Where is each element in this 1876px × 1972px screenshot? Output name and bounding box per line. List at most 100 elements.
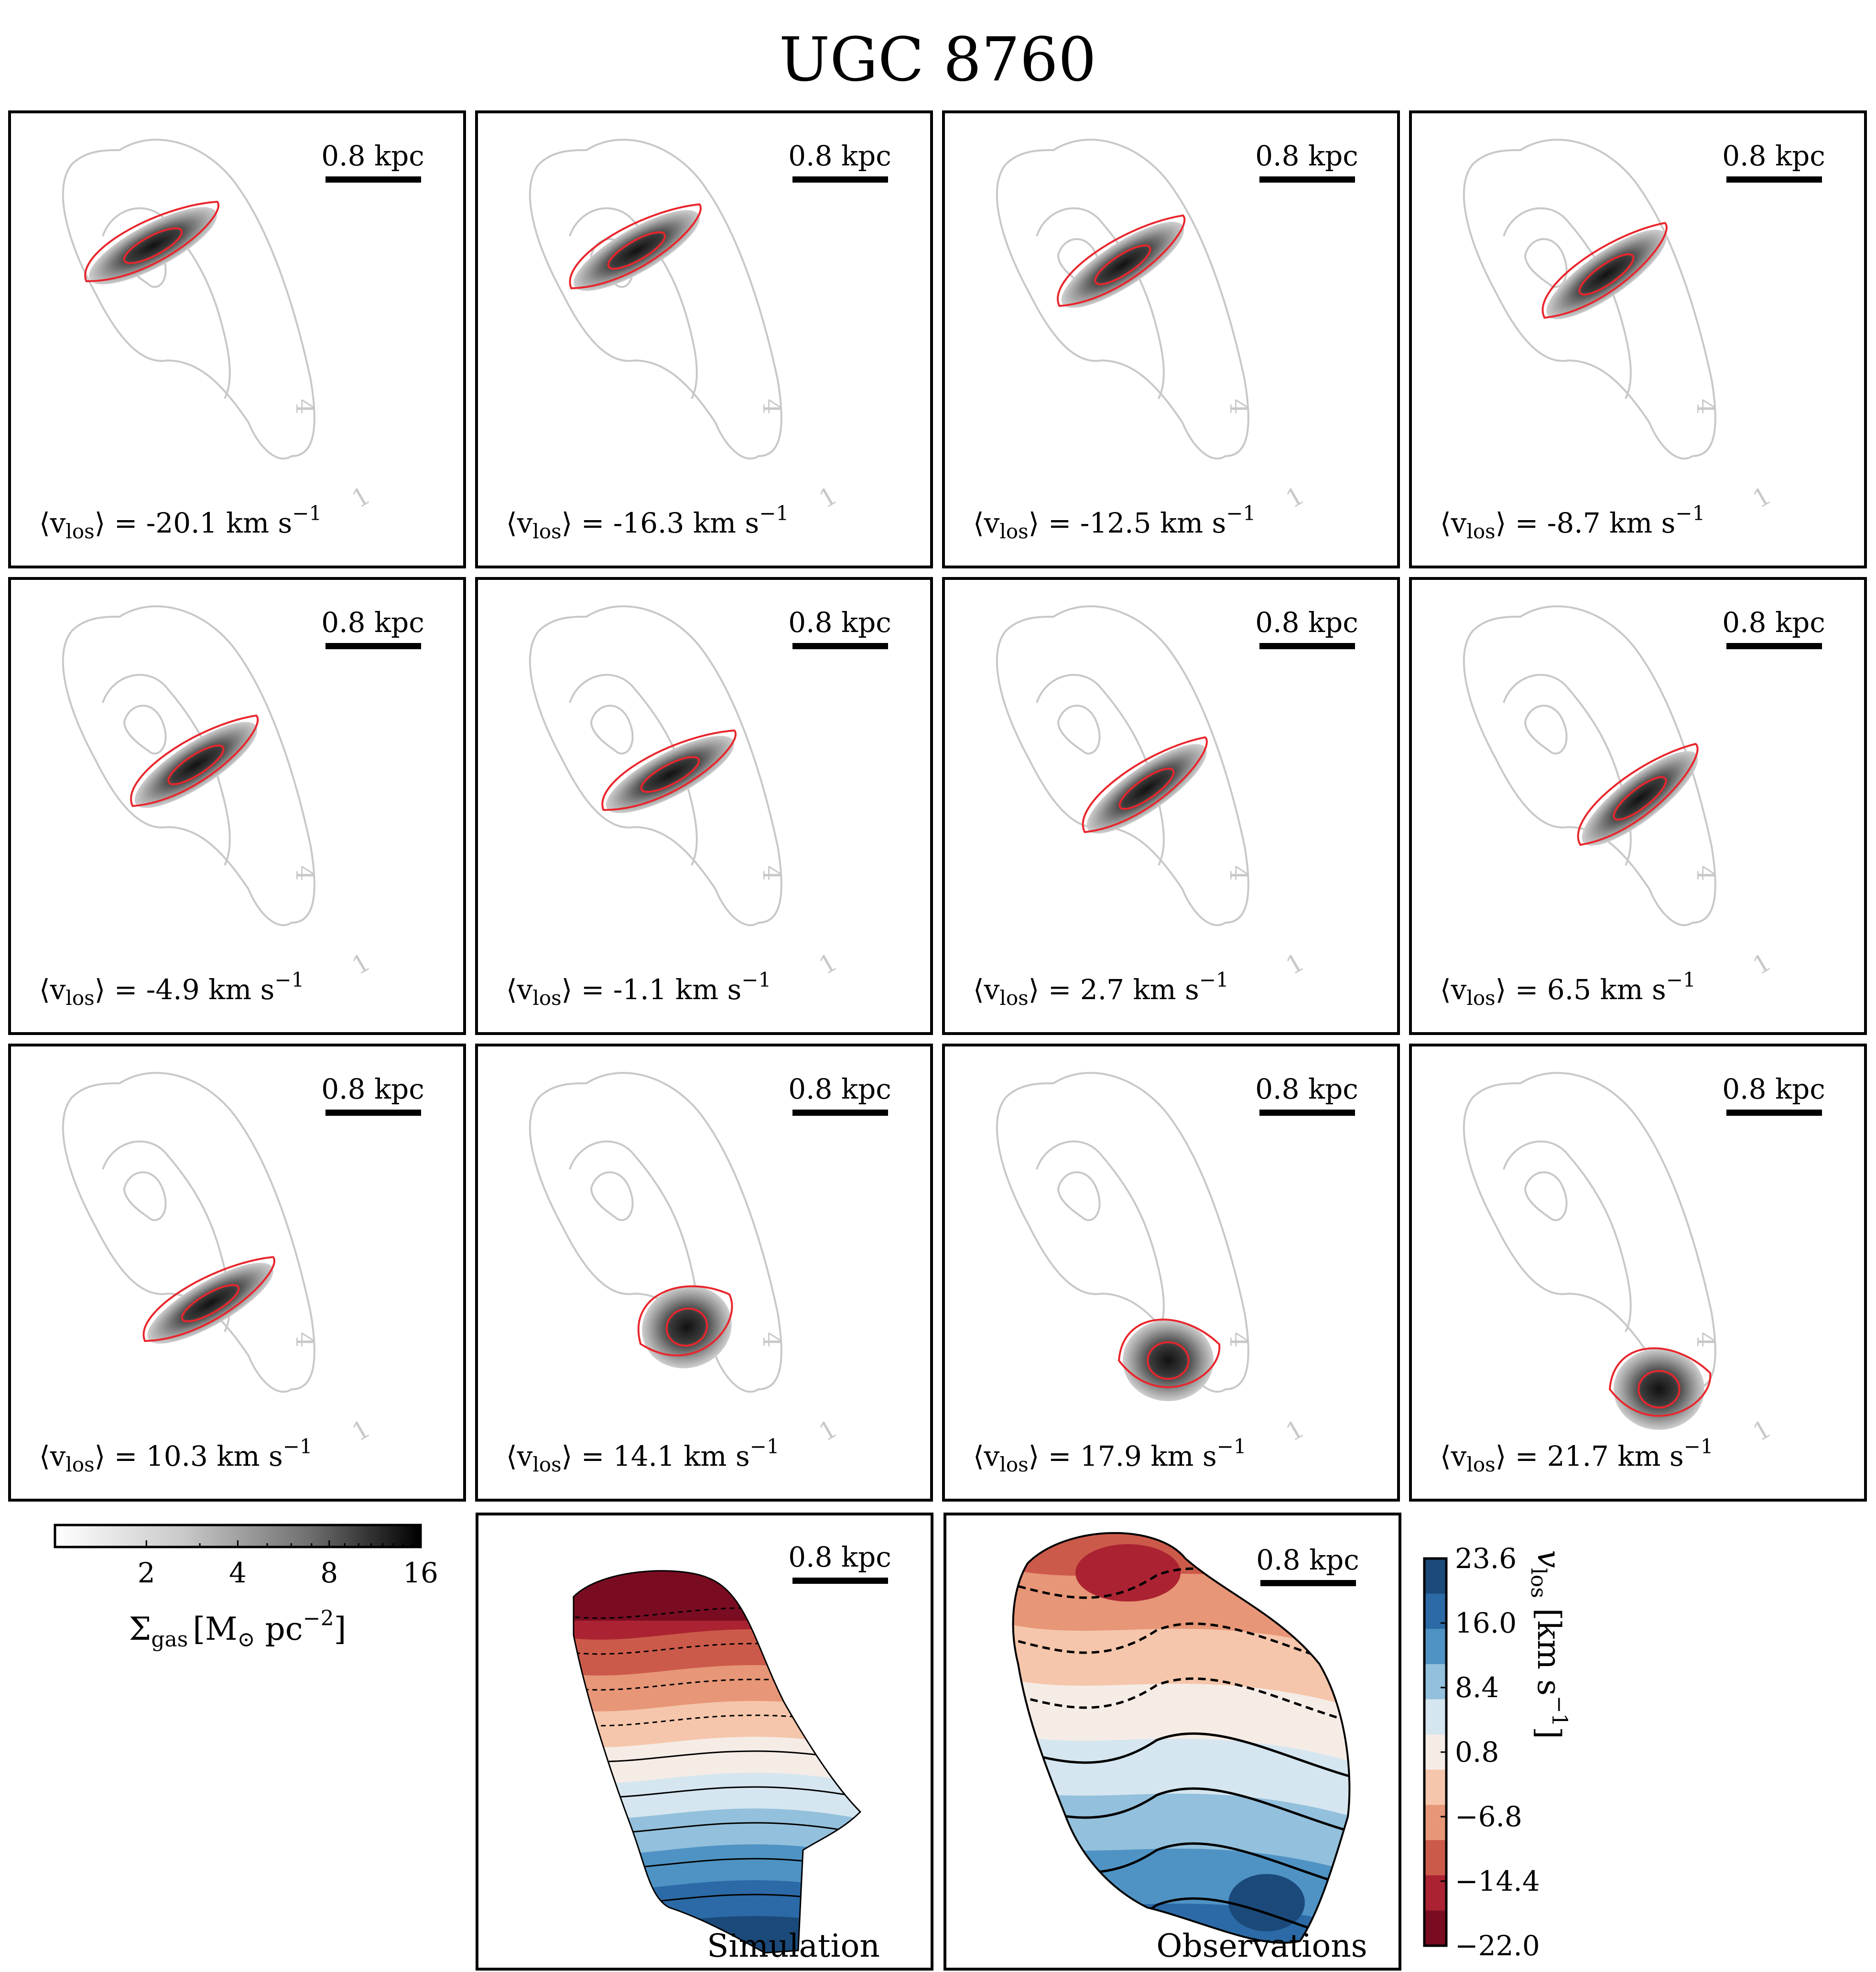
grey-contours: 41: [62, 605, 376, 981]
panel-frame: [8, 1044, 466, 1502]
scale-bar-line: [1259, 643, 1355, 649]
grey-contours: 41: [1463, 139, 1777, 514]
channel-panel: 410.8 kpc⟨vlos⟩ = -16.3 km s−1: [475, 110, 933, 568]
simulation-bands: [574, 1570, 860, 1953]
gas-colorbar: 2 4 8 16 Σgas [M⊙ pc−2]: [54, 1524, 438, 1652]
outer-contour: [529, 139, 782, 460]
velocity-colorbar-segment: [1424, 1840, 1446, 1876]
inner-contour: [590, 1171, 634, 1221]
scale-bar: 0.8 kpc: [321, 140, 424, 183]
scale-bar-label: 0.8 kpc: [788, 140, 891, 172]
velocity-colorbar-ticks: 23.6 16.0 8.4 0.8 −6.8 −14.4 −22.0: [1441, 1542, 1540, 1962]
observations-panel: 0.8 kpc Observations: [943, 1513, 1401, 1971]
gas-emission: [601, 729, 737, 813]
scale-bar-label: 0.8 kpc: [321, 1073, 424, 1105]
channel-panel: 410.8 kpc⟨vlos⟩ = 2.7 km s−1: [942, 577, 1400, 1035]
contour-label: 1: [347, 948, 376, 981]
channel-panel: 4 1 0.8 kpc ⟨vlos⟩ = 17.9 km s−1: [942, 1044, 1400, 1502]
scale-bar-label: 0.8 kpc: [321, 140, 424, 172]
velocity-colorbar-label: vlos [km s−1]: [1526, 1550, 1572, 1739]
channel-panel: 410.8 kpc⟨vlos⟩ = -1.1 km s−1: [475, 577, 933, 1035]
panel-frame: [1409, 110, 1867, 568]
mid-contour: [102, 207, 231, 399]
gas-emission: [1117, 1318, 1221, 1401]
contour-label: 1: [1748, 1415, 1777, 1448]
mid-contour: [569, 674, 698, 866]
red-contour-inner: [607, 231, 666, 270]
contour-label: 4: [1691, 399, 1720, 414]
channel-velocity-label: ⟨vlos⟩ = 17.9 km s−1: [973, 1435, 1247, 1476]
panel-frame: [1409, 1044, 1867, 1502]
red-contour-inner: [123, 227, 183, 264]
observations-label: Observations: [1156, 1928, 1367, 1964]
gas-emission: [84, 200, 219, 284]
observations-peak-region: [1075, 1544, 1181, 1602]
channel-velocity-label: ⟨vlos⟩ = 10.3 km s−1: [39, 1435, 313, 1476]
contour-label: 1: [1281, 481, 1310, 514]
scale-bar-line: [792, 643, 888, 649]
outer-contour: [996, 605, 1249, 926]
inner-contour: [123, 1171, 167, 1221]
observations-peak-region: [1228, 1874, 1305, 1931]
scale-bar: 0.8 kpc: [1256, 1544, 1359, 1586]
velocity-tick-label: 0.8: [1455, 1736, 1499, 1768]
velocity-colorbar-segment: [1424, 1910, 1446, 1946]
simulation-outline: [573, 1570, 862, 1954]
panel-frame: [942, 1044, 1400, 1502]
grey-contours: 41: [1463, 605, 1776, 981]
simulation-label: Simulation: [707, 1928, 880, 1964]
velocity-colorbar-segment: [1424, 1664, 1446, 1700]
inner-contour: [590, 705, 634, 755]
observations-outline: [1012, 1532, 1351, 1944]
red-contour-outer: [569, 203, 702, 290]
channel-velocity-label: ⟨vlos⟩ = -8.7 km s−1: [1440, 501, 1705, 543]
channel-velocity-label: ⟨vlos⟩ = -4.9 km s−1: [39, 968, 304, 1010]
red-contour-outer: [1082, 736, 1208, 833]
panel-frame: [942, 577, 1400, 1035]
red-contour-inner: [640, 756, 700, 793]
red-contour-outer: [1541, 222, 1668, 319]
channel-velocity-label: ⟨vlos⟩ = -1.1 km s−1: [506, 968, 771, 1010]
scale-bar-label: 0.8 kpc: [1255, 1073, 1358, 1105]
velocity-tick-label: 8.4: [1455, 1671, 1499, 1704]
gas-tick-label: 16: [403, 1557, 438, 1589]
red-contour-inner: [1613, 776, 1667, 821]
panel-frame: [475, 577, 933, 1035]
gas-tick-label: 2: [138, 1557, 155, 1589]
red-contour-outer: [142, 1256, 275, 1342]
red-contour-inner: [167, 744, 225, 785]
grey-contours: 41: [529, 139, 843, 514]
gas-blob: [1061, 222, 1184, 308]
red-contour-inner: [1578, 253, 1635, 296]
inner-contour: [1524, 705, 1568, 755]
scale-bar: 0.8 kpc: [321, 606, 424, 649]
scale-bar: 0.8 kpc: [1722, 1073, 1825, 1116]
contour-label: 4: [757, 1332, 786, 1348]
velocity-colorbar-segment: [1424, 1593, 1446, 1630]
scale-bar-label: 0.8 kpc: [1722, 1073, 1825, 1105]
scale-bar-line: [1260, 1580, 1356, 1586]
channel-velocity-label: ⟨vlos⟩ = 2.7 km s−1: [973, 968, 1229, 1010]
red-contour-inner: [181, 1284, 240, 1323]
scale-bar: 0.8 kpc: [1722, 140, 1825, 183]
velocity-tick-label: −14.4: [1455, 1865, 1540, 1897]
scale-bar-line: [1726, 643, 1822, 649]
gas-blob: [134, 722, 258, 808]
contour-label: 1: [1748, 481, 1777, 514]
gas-emission: [142, 1256, 275, 1344]
red-contour-inner: [1094, 244, 1151, 285]
red-contour-outer: [601, 729, 737, 811]
contour-label: 1: [814, 481, 843, 514]
contour-label: 1: [347, 1415, 376, 1448]
gas-blob: [1123, 1320, 1214, 1401]
gas-blob: [88, 207, 217, 284]
velocity-colorbar-segment: [1424, 1699, 1446, 1735]
red-contour-outer: [1057, 214, 1186, 307]
gas-emission: [1608, 1347, 1712, 1430]
gas-tick-label: 4: [229, 1557, 247, 1589]
panel-frame: [475, 110, 933, 568]
inner-contour: [1057, 705, 1101, 755]
scale-bar-line: [1259, 1110, 1355, 1116]
gas-emission: [569, 203, 702, 291]
scale-bar: 0.8 kpc: [1722, 606, 1825, 649]
